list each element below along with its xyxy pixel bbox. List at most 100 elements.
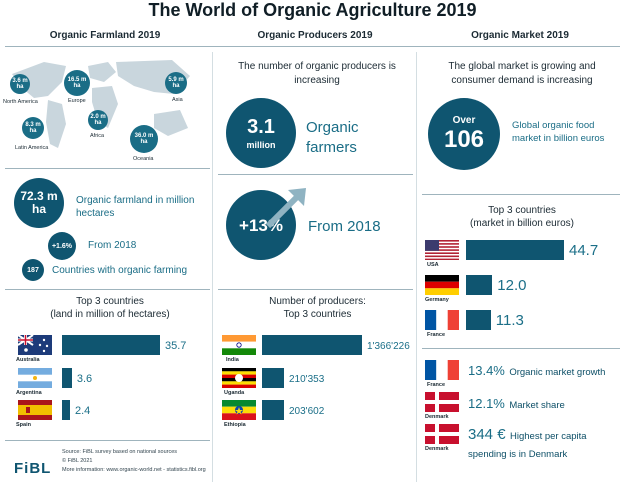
market-fact-country-2: Denmark [425,414,449,420]
map-label-africa: Africa [90,133,105,139]
flag-spain-icon [18,400,52,420]
flag-australia-icon [18,335,52,355]
farmland-bar-1-label: 35.7 [165,340,187,352]
farmland-growth-value: +1.6% [51,242,73,250]
farmland-countries-circle: 187 [22,259,44,281]
farmland-bar-1 [62,335,160,355]
producers-count-circle: 3.1 million [226,98,296,168]
farmland-total-label: Organic farmland in million hectares [76,195,195,219]
flag-france-icon [425,360,459,380]
producers-top-country-3: Ethiopia [224,422,246,428]
market-size-label: Global organic food market in billion eu… [512,120,605,144]
producers-growth-label: From 2018 [308,218,381,235]
flag-india-icon [222,335,256,355]
footer-copyright: © FiBL 2021 [62,458,93,464]
producers-divider-2 [218,289,413,290]
map-pin-europe: 16.5 m ha [64,70,90,96]
producers-bar-2-label: 210'353 [289,374,325,385]
farmland-countries-value: 187 [27,266,39,274]
market-size-over: Over [452,115,476,126]
producers-bar-2 [262,368,284,388]
farmland-growth-circle: +1.6% [48,232,76,260]
market-fact-1: 13.4% Organic market growth [468,362,623,380]
producers-top-country-1: India [226,357,239,363]
market-fact-value-1: 13.4% [468,363,505,378]
map-pin-latin-america: 8.3 m ha [22,117,44,139]
producers-bar-3 [262,400,284,420]
flag-france-icon [425,310,459,330]
market-size-circle: Over 106 [428,98,500,170]
farmland-divider-1 [5,168,210,169]
farmland-growth-label: From 2018 [88,240,137,251]
producers-divider-1 [218,174,413,175]
growth-arrow-icon [262,182,312,232]
farmland-countries-label: Countries with organic farming [52,265,188,276]
market-fact-label-2: Market share [509,400,565,411]
flag-usa-icon [425,240,459,260]
farmland-divider-2 [5,289,210,290]
market-fact-label-3: Highest per capita spending is in Denmar… [468,431,587,461]
farmland-total-value: 72.3 m ha [20,188,58,216]
flag-germany-icon [425,275,459,295]
farmland-top-heading: Top 3 countries (land in million of hect… [50,296,170,320]
market-heading: Organic Market 2019 [471,30,569,41]
market-top-country-2: Germany [425,297,449,303]
producers-count-value: 3.1 [247,115,275,138]
market-bar-2-label: 12.0 [497,277,527,294]
market-fact-label-1: Organic market growth [509,367,606,378]
farmland-bar-2-label: 3.6 [76,373,93,385]
map-label-oceania: Oceania [133,156,154,162]
farmland-heading: Organic Farmland 2019 [49,30,161,41]
footer-more-info: More information: www.organic-world.net … [62,467,206,473]
map-label-asia: Asia [172,97,183,103]
market-subtitle: The global market is growing and consume… [448,61,596,86]
market-bar-1 [466,240,564,260]
map-label-latin-america: Latin America [15,145,49,151]
market-bar-3 [466,310,491,330]
map-pin-oceania: 36.0 m ha [130,125,158,153]
market-fact-country-3: Denmark [425,446,449,452]
market-fact-country-1: France [427,382,446,388]
market-bar-2 [466,275,493,295]
market-fact-3: 344 € Highest per capita spending is in … [468,426,623,463]
market-fact-value-2: 12.1% [468,396,505,411]
footer-source: Source: FiBL survey based on national so… [62,449,178,455]
page-title: The World of Organic Agriculture 2019 [148,0,477,20]
farmland-top-country-1: Australia [16,357,40,363]
map-pin-asia: 5.9 m ha [165,72,187,94]
producers-top-country-2: Uganda [224,390,245,396]
farmland-bar-3 [62,400,70,420]
market-bar-1-label: 44.7 [569,242,599,259]
map-pin-africa: 2.0 m ha [88,110,108,130]
farmland-top-country-3: Spain [16,422,31,428]
fibl-logo: FiBL [14,460,52,477]
flag-denmark-icon [425,392,459,412]
market-bar-3-label: 11.3 [495,312,524,329]
farmland-total-circle: 72.3 m ha [14,178,64,228]
flag-ethiopia-icon [222,400,256,420]
farmland-top-country-2: Argentina [16,390,42,396]
producers-bar-1-label: 1'366'226 [367,341,410,352]
producers-heading: Organic Producers 2019 [257,30,373,41]
market-divider-2 [422,348,620,349]
column-separator-2 [416,52,417,482]
flag-argentina-icon [18,368,52,388]
flag-denmark-icon [425,424,459,444]
heading-divider [5,46,620,47]
market-top-country-1: USA [427,262,439,268]
market-fact-value-3: 344 € [468,426,506,443]
flag-uganda-icon [222,368,256,388]
producers-bar-3-label: 203'602 [289,406,325,417]
market-top-heading: Top 3 countries (market in billion euros… [470,205,574,229]
producers-subtitle: The number of organic producers is incre… [238,61,396,86]
farmland-bar-2 [62,368,72,388]
footer-divider [5,440,210,441]
map-pin-north-america: 3.6 m ha [10,74,30,94]
producers-bar-1 [262,335,362,355]
producers-count-unit: million [246,139,276,150]
column-separator-1 [212,52,213,482]
market-top-country-3: France [427,332,446,338]
map-label-north-america: North America [3,99,38,105]
market-fact-2: 12.1% Market share [468,395,623,413]
producers-count-label: Organic farmers [306,119,359,156]
